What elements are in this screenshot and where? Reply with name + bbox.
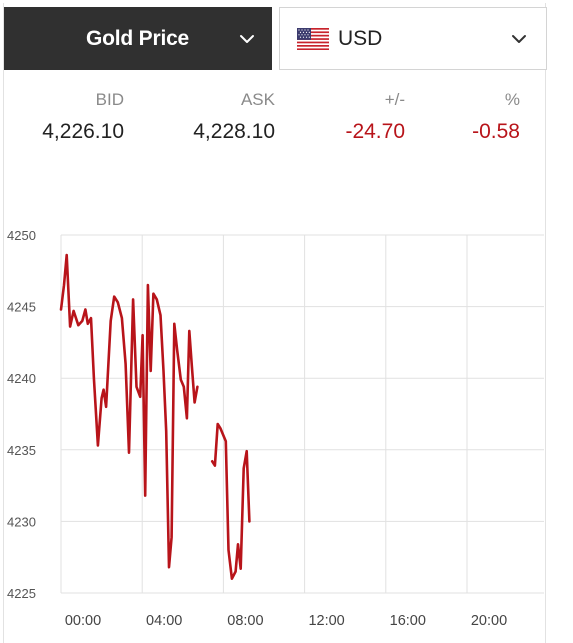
x-tick-label: 00:00	[65, 613, 101, 629]
chevron-down-icon	[512, 35, 526, 43]
x-tick-label: 20:00	[471, 613, 507, 629]
chevron-down-icon	[240, 35, 254, 43]
ask-value: 4,228.10	[193, 120, 275, 143]
selector-bar: Gold Price	[4, 7, 547, 70]
metal-dropdown[interactable]: Gold Price	[4, 7, 272, 70]
percent-header: %	[504, 90, 520, 109]
quote-panel: BID 4,226.10 ASK 4,228.10 +/- -24.70 % -…	[4, 89, 547, 149]
bid-column: BID 4,226.10	[42, 89, 124, 146]
bid-value: 4,226.10	[42, 120, 124, 143]
price-series-line	[59, 253, 251, 580]
y-tick-label: 4225	[7, 586, 36, 601]
y-tick-label: 4250	[7, 228, 36, 243]
change-header: +/-	[384, 90, 405, 109]
x-tick-label: 08:00	[227, 613, 263, 629]
x-tick-label: 16:00	[390, 613, 426, 629]
y-tick-label: 4230	[7, 514, 36, 529]
ask-column: ASK 4,228.10	[193, 89, 275, 146]
currency-dropdown[interactable]: USD	[279, 7, 547, 70]
percent-value: -0.58	[472, 120, 520, 143]
percent-column: % -0.58	[472, 89, 520, 146]
currency-dropdown-label: USD	[338, 27, 383, 50]
gold-price-widget: Gold Price	[3, 3, 547, 643]
us-flag-icon	[297, 28, 329, 50]
x-tick-label: 04:00	[146, 613, 182, 629]
y-tick-label: 4240	[7, 371, 36, 386]
y-tick-label: 4245	[7, 300, 36, 315]
ask-header: ASK	[240, 90, 275, 109]
change-value: -24.70	[345, 120, 405, 143]
y-tick-label: 4235	[7, 443, 36, 458]
change-column: +/- -24.70	[345, 89, 405, 146]
metal-dropdown-label: Gold Price	[86, 27, 190, 50]
bid-header: BID	[95, 90, 124, 109]
x-tick-label: 12:00	[308, 613, 344, 629]
